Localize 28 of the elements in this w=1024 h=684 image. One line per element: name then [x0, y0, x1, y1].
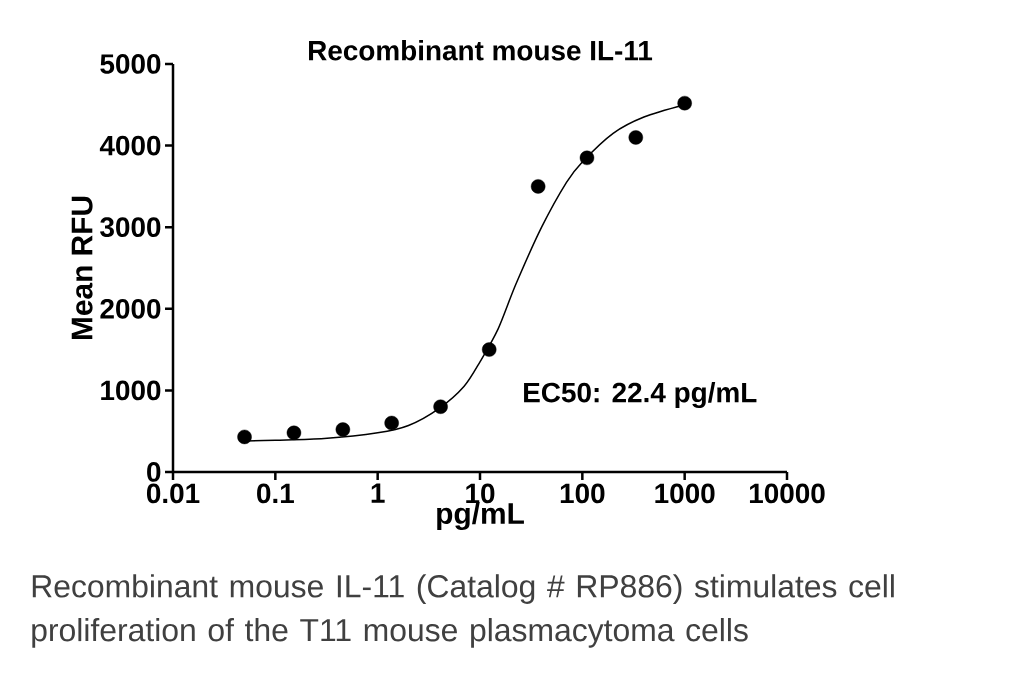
x-tick-label: 100: [560, 483, 605, 504]
y-tick-label: 3000: [100, 217, 161, 238]
point: [530, 179, 546, 194]
point: [237, 429, 252, 445]
x-tick-label: 1: [371, 483, 385, 503]
point: [335, 422, 351, 437]
y-tick-label: 2000: [100, 298, 161, 319]
x-tick-label: 10: [466, 483, 495, 504]
x-tick-label: 0.1: [257, 483, 294, 504]
text: Recombinant mouse IL-11 (Catalog # RP886) stimulates cell proliferation of the T11 mouse plasmacytoma cells: [32, 574, 894, 648]
y-tick-label: 1000: [101, 380, 161, 401]
y-tick-label: 4000: [99, 135, 161, 156]
y-axis-title: Mean RFU: [71, 196, 93, 340]
point: [677, 95, 692, 111]
x-tick-label: 0.01: [146, 483, 200, 504]
point: [384, 415, 399, 431]
annotation: EC50: 22.4 pg/mL: [524, 381, 757, 409]
y-tick-label: 0: [147, 462, 161, 482]
point: [482, 342, 497, 357]
y-tick-label: 5000: [100, 54, 161, 74]
x-axis-title: pg/mL: [437, 502, 524, 531]
x-tick-label: 10000: [749, 483, 825, 504]
point: [579, 150, 595, 166]
chart-title: Recombinant mouse IL-11: [309, 40, 653, 61]
point: [286, 425, 302, 441]
point: [628, 130, 643, 145]
x-tick-label: 1000: [655, 483, 715, 504]
point: [433, 399, 448, 414]
